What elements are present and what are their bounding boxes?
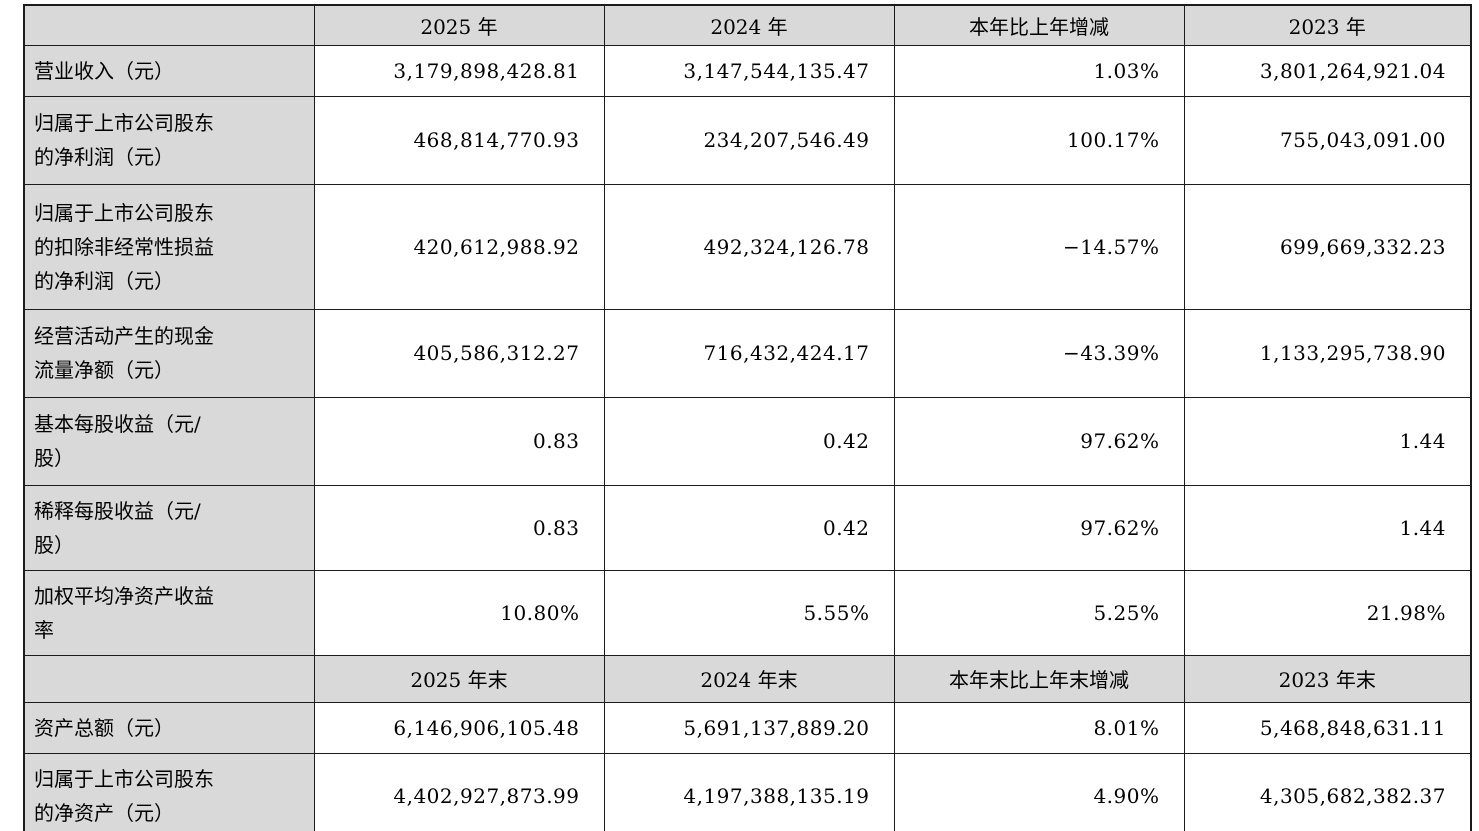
header-cell-year-end-change: 本年末比上年末增减 [893,654,1185,703]
header-cell-2024-end: 2024 年末 [603,654,895,703]
value-cell: 0.83 [313,396,605,486]
header-cell-2025-end: 2025 年末 [313,654,605,703]
value-cell: 405,586,312.27 [313,308,605,398]
value-cell: 0.42 [603,484,895,571]
value-cell: 8.01% [893,701,1185,754]
value-cell: 4,305,682,382.37 [1183,752,1472,831]
value-cell: 5.25% [893,569,1185,656]
value-cell: 3,147,544,135.47 [603,44,895,97]
table-row: 加权平均净资产收益率 10.80% 5.55% 5.25% 21.98% [23,569,1472,656]
header-cell-yoy-change: 本年比上年增减 [893,4,1185,46]
header-cell-2025: 2025 年 [313,4,605,46]
value-cell: 4,402,927,873.99 [313,752,605,831]
table-row: 归属于上市公司股东的净资产（元） 4,402,927,873.99 4,197,… [23,752,1472,831]
header-cell-2024: 2024 年 [603,4,895,46]
table-row: 归属于上市公司股东的净利润（元） 468,814,770.93 234,207,… [23,95,1472,185]
value-cell: 3,179,898,428.81 [313,44,605,97]
table-row: 经营活动产生的现金流量净额（元） 405,586,312.27 716,432,… [23,308,1472,398]
value-cell: 1.44 [1183,396,1472,486]
value-cell: 100.17% [893,95,1185,185]
value-cell: 0.83 [313,484,605,571]
value-cell: 5,691,137,889.20 [603,701,895,754]
value-cell: 10.80% [313,569,605,656]
value-cell: −14.57% [893,183,1185,310]
value-cell: −43.39% [893,308,1185,398]
value-cell: 716,432,424.17 [603,308,895,398]
value-cell: 492,324,126.78 [603,183,895,310]
value-cell: 1.03% [893,44,1185,97]
row-label-total-assets: 资产总额（元） [23,701,315,754]
row-label-diluted-eps: 稀释每股收益（元/股） [23,484,315,571]
table-row: 营业收入（元） 3,179,898,428.81 3,147,544,135.4… [23,44,1472,97]
table-header-row-annual: 2025 年 2024 年 本年比上年增减 2023 年 [23,4,1472,46]
value-cell: 699,669,332.23 [1183,183,1472,310]
value-cell: 1.44 [1183,484,1472,571]
value-cell: 468,814,770.93 [313,95,605,185]
value-cell: 97.62% [893,396,1185,486]
value-cell: 3,801,264,921.04 [1183,44,1472,97]
value-cell: 5,468,848,631.11 [1183,701,1472,754]
value-cell: 4,197,388,135.19 [603,752,895,831]
value-cell: 755,043,091.00 [1183,95,1472,185]
value-cell: 420,612,988.92 [313,183,605,310]
header-cell-2023: 2023 年 [1183,4,1472,46]
value-cell: 6,146,906,105.48 [313,701,605,754]
financial-summary-table: 2025 年 2024 年 本年比上年增减 2023 年 营业收入（元） 3,1… [23,4,1472,831]
value-cell: 4.90% [893,752,1185,831]
value-cell: 234,207,546.49 [603,95,895,185]
row-label-revenue: 营业收入（元） [23,44,315,97]
value-cell: 97.62% [893,484,1185,571]
value-cell: 1,133,295,738.90 [1183,308,1472,398]
row-label-net-profit-deducted: 归属于上市公司股东的扣除非经常性损益的净利润（元） [23,183,315,310]
row-label-weighted-roe: 加权平均净资产收益率 [23,569,315,656]
header-cell-2023-end: 2023 年末 [1183,654,1472,703]
row-label-net-assets: 归属于上市公司股东的净资产（元） [23,752,315,831]
row-label-net-profit: 归属于上市公司股东的净利润（元） [23,95,315,185]
value-cell: 5.55% [603,569,895,656]
table-row: 基本每股收益（元/股） 0.83 0.42 97.62% 1.44 [23,396,1472,486]
value-cell: 21.98% [1183,569,1472,656]
row-label-operating-cash-flow: 经营活动产生的现金流量净额（元） [23,308,315,398]
value-cell: 0.42 [603,396,895,486]
header-corner-cell [23,4,315,46]
table-row: 资产总额（元） 6,146,906,105.48 5,691,137,889.2… [23,701,1472,754]
table-row: 稀释每股收益（元/股） 0.83 0.42 97.62% 1.44 [23,484,1472,571]
table-row: 归属于上市公司股东的扣除非经常性损益的净利润（元） 420,612,988.92… [23,183,1472,310]
row-label-basic-eps: 基本每股收益（元/股） [23,396,315,486]
table-header-row-year-end: 2025 年末 2024 年末 本年末比上年末增减 2023 年末 [23,654,1472,703]
header-corner-cell [23,654,315,703]
